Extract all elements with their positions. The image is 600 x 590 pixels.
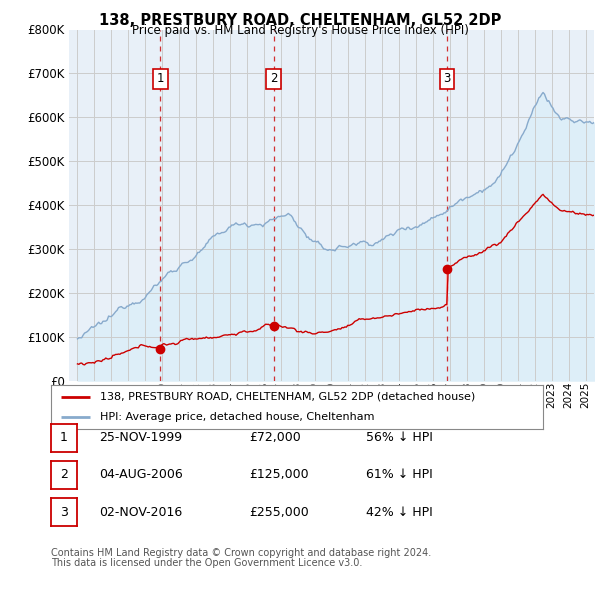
Text: 42% ↓ HPI: 42% ↓ HPI <box>366 506 433 519</box>
Text: 1: 1 <box>60 431 68 444</box>
Text: 2: 2 <box>270 72 277 85</box>
Text: 25-NOV-1999: 25-NOV-1999 <box>99 431 182 444</box>
Text: 02-NOV-2016: 02-NOV-2016 <box>99 506 182 519</box>
Text: HPI: Average price, detached house, Cheltenham: HPI: Average price, detached house, Chel… <box>100 412 375 422</box>
Text: 3: 3 <box>60 506 68 519</box>
Text: 04-AUG-2006: 04-AUG-2006 <box>99 468 183 481</box>
Text: £125,000: £125,000 <box>249 468 308 481</box>
Text: Price paid vs. HM Land Registry's House Price Index (HPI): Price paid vs. HM Land Registry's House … <box>131 24 469 37</box>
Text: 2: 2 <box>60 468 68 481</box>
Text: 138, PRESTBURY ROAD, CHELTENHAM, GL52 2DP: 138, PRESTBURY ROAD, CHELTENHAM, GL52 2D… <box>99 13 501 28</box>
Text: £72,000: £72,000 <box>249 431 301 444</box>
Text: £255,000: £255,000 <box>249 506 309 519</box>
Text: 1: 1 <box>157 72 164 85</box>
Text: 61% ↓ HPI: 61% ↓ HPI <box>366 468 433 481</box>
Text: 56% ↓ HPI: 56% ↓ HPI <box>366 431 433 444</box>
Text: 3: 3 <box>443 72 451 85</box>
Text: This data is licensed under the Open Government Licence v3.0.: This data is licensed under the Open Gov… <box>51 558 362 568</box>
Text: 138, PRESTBURY ROAD, CHELTENHAM, GL52 2DP (detached house): 138, PRESTBURY ROAD, CHELTENHAM, GL52 2D… <box>100 392 475 402</box>
Text: Contains HM Land Registry data © Crown copyright and database right 2024.: Contains HM Land Registry data © Crown c… <box>51 548 431 558</box>
